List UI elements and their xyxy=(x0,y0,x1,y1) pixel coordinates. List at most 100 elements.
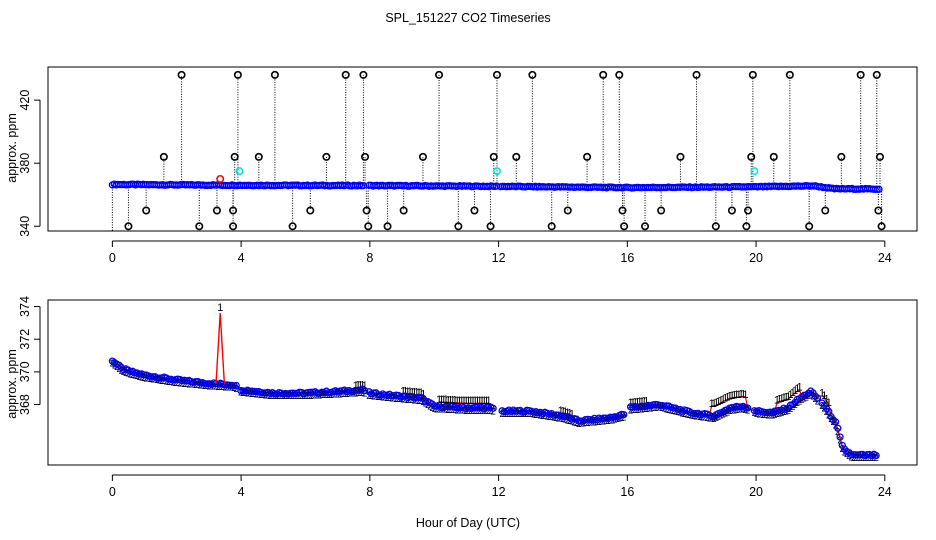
top-panel-points xyxy=(108,70,886,231)
lower-series-label: 2 xyxy=(704,413,710,424)
lower-series-label: 2 xyxy=(542,411,548,422)
outlier-low-point xyxy=(727,206,736,215)
lower-series-label: 2 xyxy=(175,378,181,389)
lower-series-label: 2 xyxy=(186,379,192,390)
co2-point xyxy=(606,413,614,421)
lower-series-label: 2 xyxy=(161,376,167,387)
alt-point xyxy=(235,167,244,176)
upper-series-label: 1 xyxy=(355,380,361,392)
lower-series-label: 2 xyxy=(484,406,490,417)
co2-point xyxy=(147,373,155,381)
upper-series-label: 1 xyxy=(727,390,733,402)
outlier-mid-point xyxy=(837,152,846,161)
co2-point xyxy=(115,361,123,369)
lower-series-label: 2 xyxy=(607,416,613,427)
lower-series-label: 2 xyxy=(211,382,217,393)
outlier-mid-point xyxy=(769,152,778,161)
upper-series-label: 1 xyxy=(713,397,719,409)
upper-series-label: 1 xyxy=(776,394,782,406)
lower-series-label: 2 xyxy=(308,391,314,402)
lower-series-label: 2 xyxy=(459,406,465,417)
lower-series-label: 2 xyxy=(619,413,625,424)
outlier-bottom-point xyxy=(742,222,751,231)
co2-point xyxy=(313,389,322,397)
upper-series-label: 1 xyxy=(411,386,417,398)
upper-series-label: 1 xyxy=(420,388,426,400)
outlier-bottom-point xyxy=(229,222,238,231)
co2-point xyxy=(633,403,641,411)
co2-point xyxy=(872,451,880,460)
co2-point xyxy=(437,403,445,412)
lower-series-label: 2 xyxy=(432,404,438,415)
co2-point xyxy=(838,441,846,450)
outlier-bottom-point xyxy=(547,222,556,231)
upper-series-label: 1 xyxy=(715,396,721,408)
outlier-bottom-point xyxy=(383,222,392,231)
top-y-tick-label: 340 xyxy=(18,216,32,237)
top-panel-axes: 0 4 8 12 16 20 24 340 380 420 xyxy=(18,66,918,265)
co2-point xyxy=(836,433,844,441)
upper-series-label: 1 xyxy=(778,393,784,405)
lower-series-label: 2 xyxy=(420,397,426,408)
bottom-x-tick-label: 24 xyxy=(878,485,892,499)
outlier-low-point xyxy=(618,206,627,215)
bottom-x-tick-label: 8 xyxy=(366,485,373,499)
co2-point xyxy=(674,405,682,414)
lower-series-label: 2 xyxy=(571,417,577,428)
lower-series-label: 2 xyxy=(826,410,832,421)
lower-series-label: 2 xyxy=(653,403,659,414)
lower-series-label: 2 xyxy=(650,403,656,414)
co2-point xyxy=(484,403,493,411)
outlier-high-point xyxy=(872,70,881,79)
outlier-high-point xyxy=(785,70,794,79)
co2-point xyxy=(789,401,797,409)
lower-series-label: 2 xyxy=(511,409,517,420)
lower-series-label: 2 xyxy=(867,453,873,464)
lower-series-label: 2 xyxy=(234,384,240,395)
upper-series-label: 1 xyxy=(724,391,730,403)
bottom-x-tick-label: 4 xyxy=(238,485,245,499)
upper-series-label: 1 xyxy=(443,394,449,406)
co2-point xyxy=(192,377,200,386)
lower-series-label: 2 xyxy=(810,392,816,403)
lower-series-label: 2 xyxy=(794,398,800,409)
bottom-y-tick-label: 372 xyxy=(18,329,32,350)
upper-series-label: 1 xyxy=(418,387,424,399)
co2-point xyxy=(221,381,229,389)
co2-point xyxy=(620,410,628,419)
outlier-bottom-point xyxy=(288,222,297,231)
upper-series-label: 1 xyxy=(560,406,566,418)
outlier-mid-point xyxy=(418,152,427,161)
upper-series-label: 1 xyxy=(438,394,444,406)
chart-title: SPL_151227 CO2 Timeseries xyxy=(385,11,550,25)
top-plot-frame xyxy=(47,66,918,232)
top-x-tick-label: 24 xyxy=(878,251,892,265)
bottom-plot-frame xyxy=(47,299,918,466)
bottom-x-tick-label: 12 xyxy=(492,485,506,499)
lower-series-label: 2 xyxy=(393,394,399,405)
upper-series-label: 1 xyxy=(459,395,465,407)
upper-series-label: 1 xyxy=(400,386,406,398)
upper-series-label: 1 xyxy=(637,396,643,408)
upper-series-label: 1 xyxy=(774,394,780,406)
lower-series-label: 2 xyxy=(184,379,190,390)
lower-series-label: 2 xyxy=(716,412,722,423)
upper-series-label: 1 xyxy=(711,398,717,410)
lower-series-label: 2 xyxy=(596,417,602,428)
outlier-high-point xyxy=(492,70,501,79)
upper-series-label: 1 xyxy=(641,396,647,408)
upper-series-label: 1 xyxy=(436,394,442,406)
spike-line xyxy=(215,313,226,385)
alt-point xyxy=(492,167,501,176)
outlier-high-point xyxy=(233,70,242,79)
outlier-low-point xyxy=(470,206,479,215)
outlier-bottom-point xyxy=(195,222,204,231)
top-x-tick-label: 8 xyxy=(366,251,373,265)
co2-point xyxy=(834,424,842,432)
outlier-low-point xyxy=(399,206,408,215)
upper-series-label: 1 xyxy=(569,408,575,420)
upper-series-label: 1 xyxy=(643,395,649,407)
upper-series-label: 1 xyxy=(634,396,640,408)
upper-series-label: 1 xyxy=(742,389,748,401)
outlier-bottom-point xyxy=(877,222,886,231)
